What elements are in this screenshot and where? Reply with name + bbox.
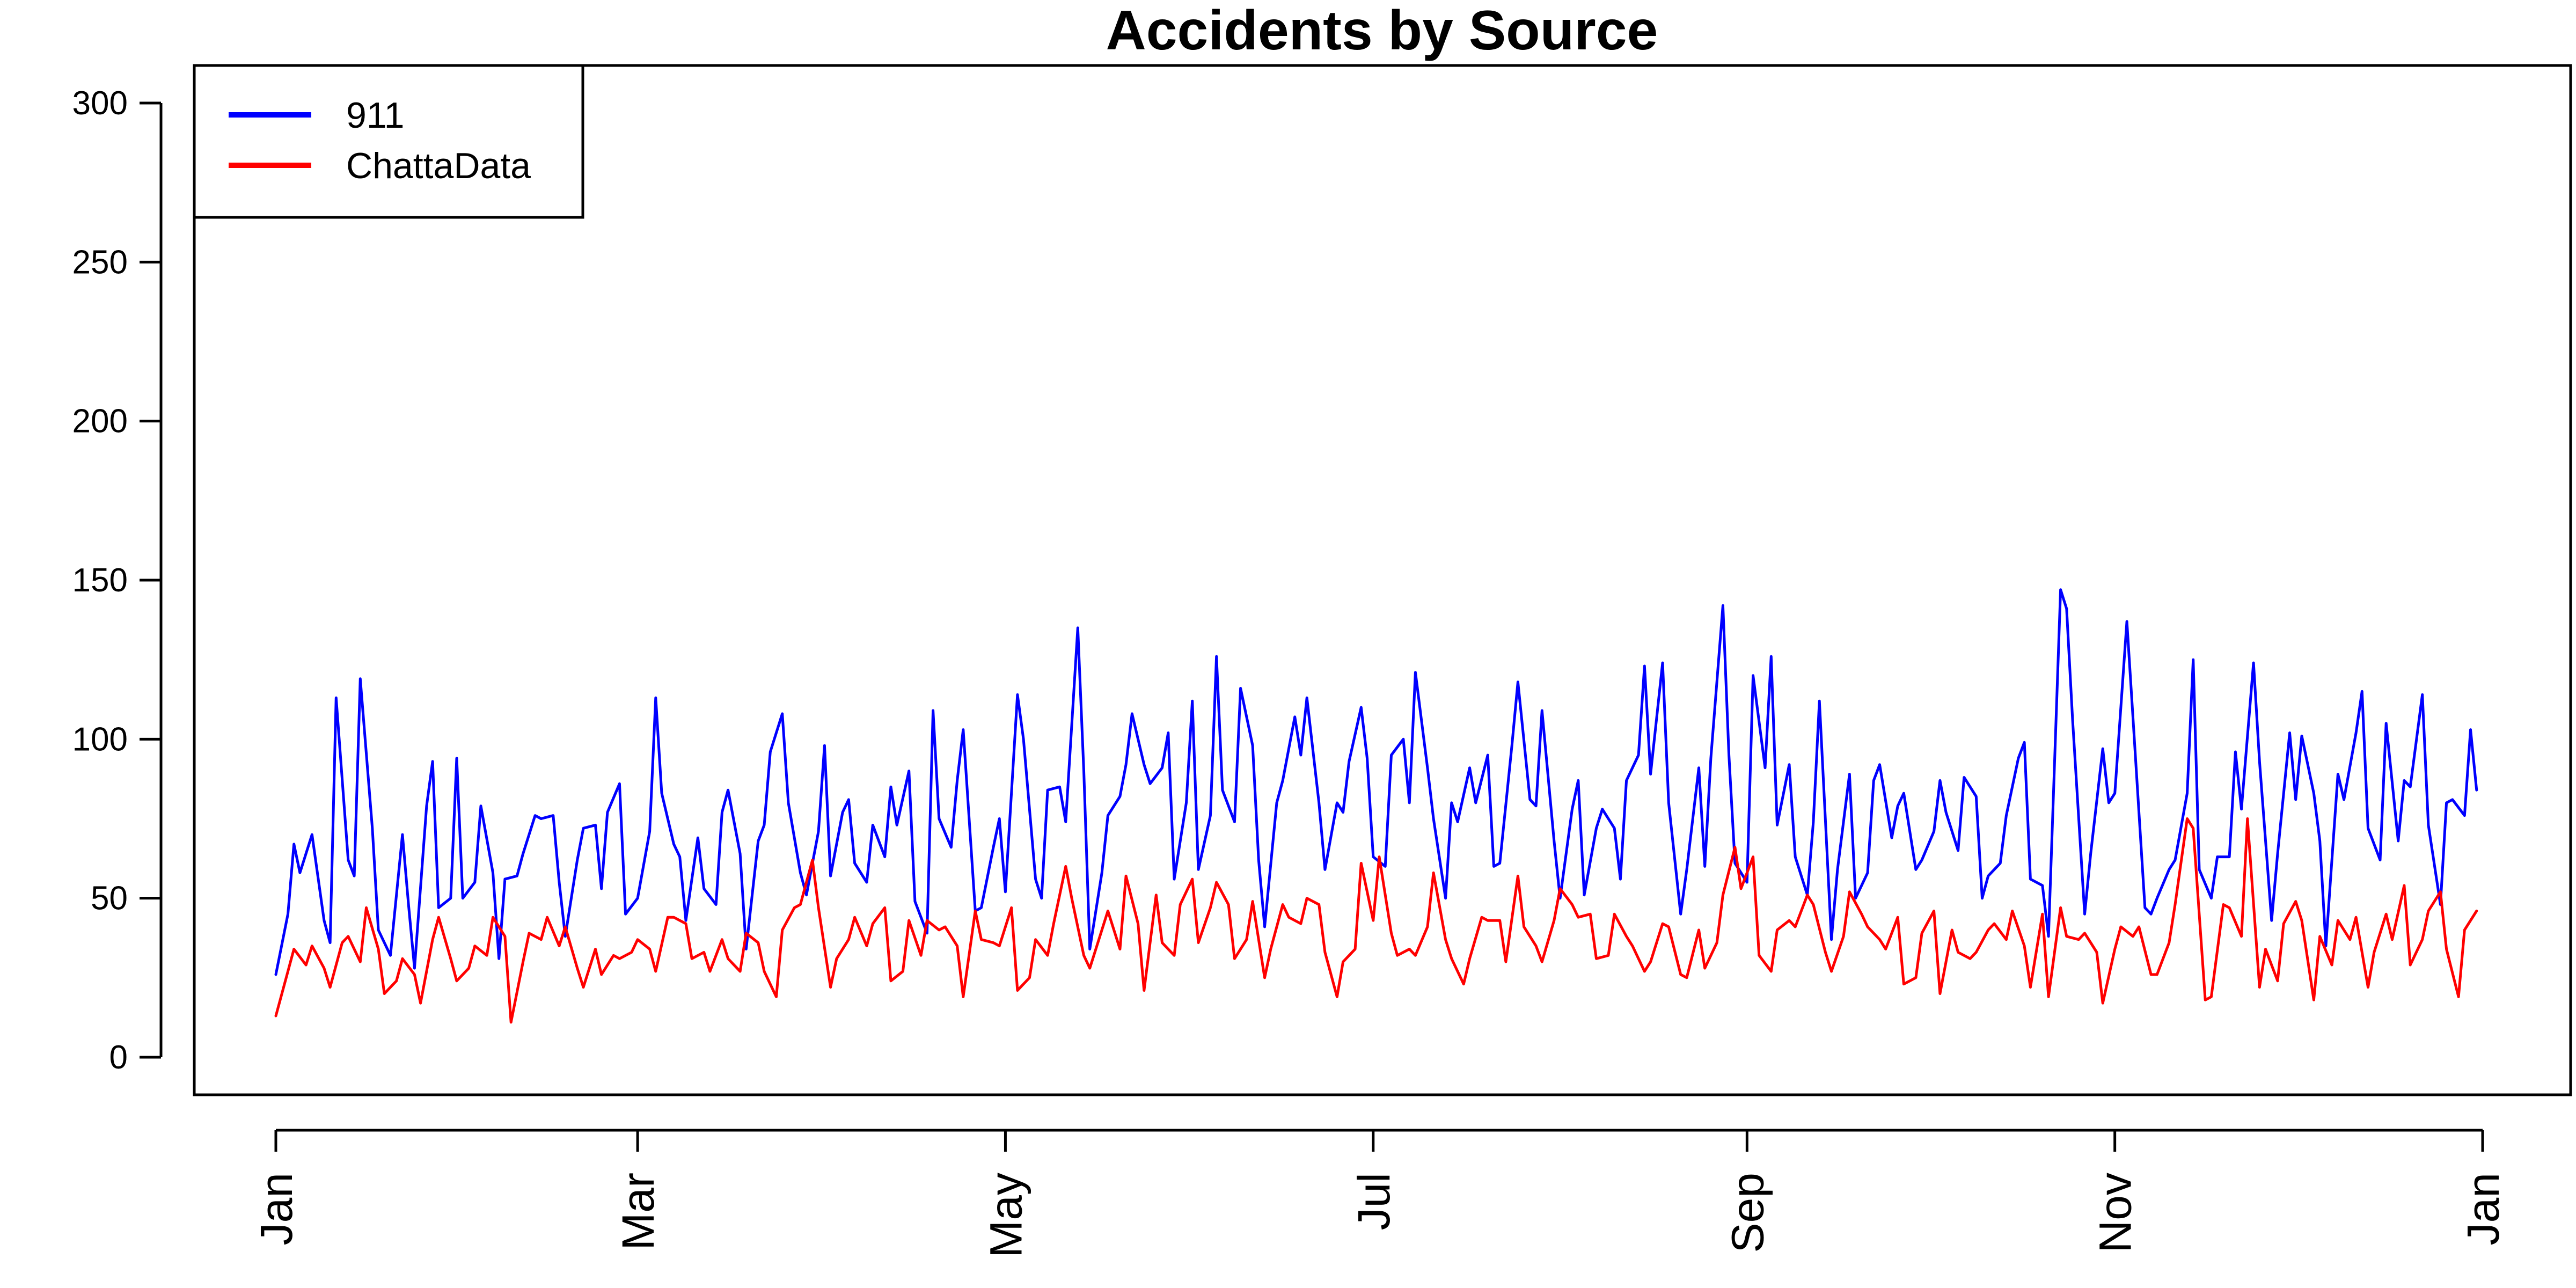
legend-label-911: 911 [346, 95, 404, 136]
x-tick-label: May [980, 1173, 1031, 1258]
series-line-chattadata [274, 817, 2478, 1024]
y-tick-label: 50 [91, 880, 128, 917]
x-tick-label: Nov [2090, 1173, 2141, 1253]
x-tick-label: Mar [613, 1173, 663, 1250]
legend-label-chattadata: ChattaData [346, 145, 531, 186]
chart-title: Accidents by Source [1106, 0, 1658, 62]
y-tick-label: 200 [72, 403, 128, 440]
legend-box [193, 64, 584, 219]
y-tick-label: 300 [72, 85, 128, 122]
y-tick-label: 150 [72, 562, 128, 599]
x-tick-label: Sep [1722, 1173, 1773, 1253]
y-tick-label: 100 [72, 721, 128, 758]
x-tick-label: Jan [251, 1173, 302, 1245]
plot-area: 0 50 100 150 200 250 300 Jan Mar May Jul Sep Nov Jan [72, 85, 2508, 1258]
y-tick-label: 0 [109, 1039, 128, 1076]
plot-frame [193, 64, 2572, 1096]
legend: 911 ChattaData [193, 64, 584, 219]
x-tick-label: Jan [2458, 1173, 2508, 1245]
x-tick-label: Jul [1349, 1173, 1399, 1230]
y-tick-label: 250 [72, 244, 128, 281]
